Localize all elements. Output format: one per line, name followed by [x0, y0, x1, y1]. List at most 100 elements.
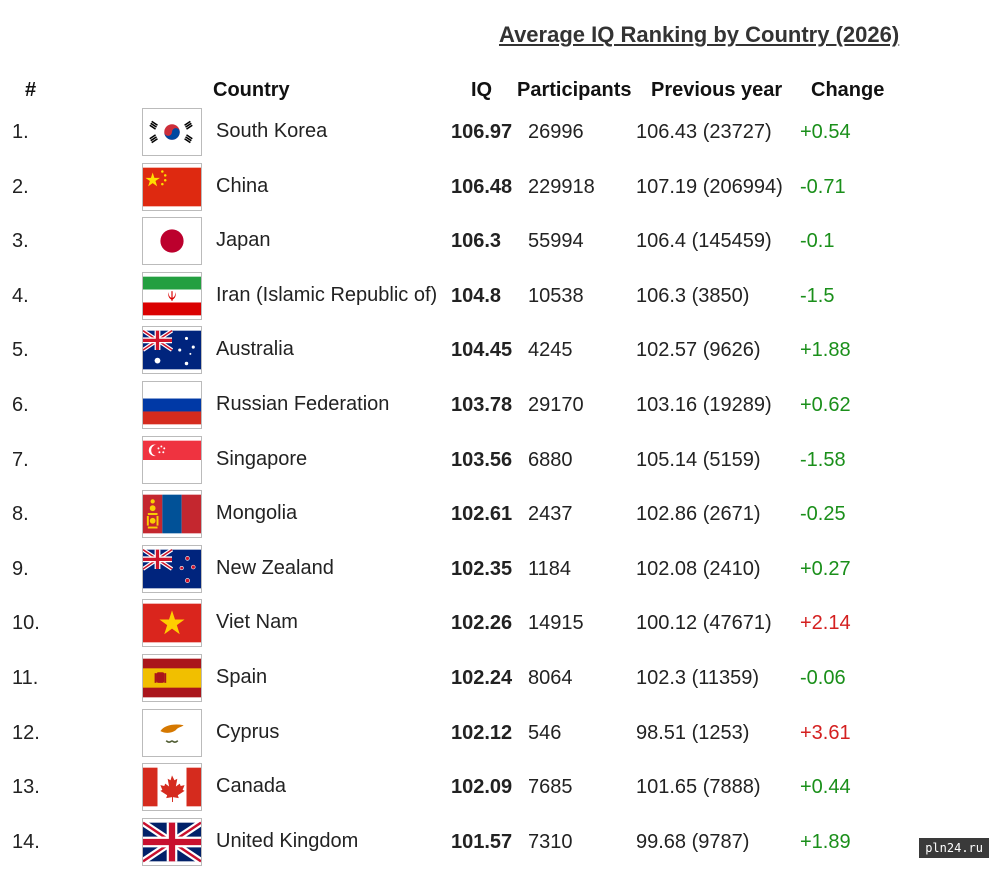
participants-value: 1184: [528, 557, 572, 580]
table-row: 3. Japan 106.3 55994 106.4 (145459) -0.1: [0, 217, 989, 275]
change-value: +0.27: [800, 557, 851, 580]
previous-year-value: 105.14 (5159): [636, 448, 761, 471]
table-row: 1. South Korea 106.97 26996 106.43 (23727) +0…: [0, 108, 989, 166]
participants-value: 546: [528, 721, 562, 744]
table-row: 4. Iran (Islamic Republic of) 104.8 10538 10…: [0, 271, 989, 330]
header-rank: #: [25, 79, 37, 101]
previous-year-value: 102.57 (9626): [636, 339, 761, 362]
page-title: Average IQ Ranking by Country (2026): [499, 22, 900, 47]
country-name: South Korea: [216, 120, 328, 142]
iq-value: 102.35: [451, 557, 513, 580]
japan-flag-icon: [142, 217, 202, 266]
iq-value: 106.97: [451, 121, 513, 143]
south-korea-flag-icon: [142, 108, 202, 156]
country-name: Cyprus: [216, 720, 280, 743]
participants-value: 26996: [528, 121, 584, 143]
country-name: New Zealand: [216, 556, 334, 579]
participants-value: 14915: [528, 612, 584, 635]
united-kingdom-flag-icon: [142, 817, 202, 866]
rank-cell: 6.: [12, 394, 29, 416]
iq-value: 102.24: [451, 667, 513, 689]
previous-year-value: 103.16 (19289): [636, 394, 772, 416]
rank-cell: 4.: [12, 284, 29, 307]
iran-flag-icon: [142, 271, 202, 320]
previous-year-value: 106.43 (23727): [636, 121, 772, 143]
previous-year-value: 101.65 (7888): [636, 776, 761, 799]
iq-value: 106.48: [451, 175, 513, 198]
participants-value: 8064: [528, 667, 573, 689]
previous-year-value: 102.3 (11359): [636, 667, 760, 689]
previous-year-value: 99.68 (9787): [636, 830, 750, 853]
participants-value: 229918: [528, 175, 595, 198]
iq-value: 103.56: [451, 448, 513, 471]
vietnam-flag-icon: [142, 599, 202, 648]
country-name: China: [216, 174, 269, 197]
participants-value: 29170: [528, 394, 584, 416]
mongolia-flag-icon: [142, 490, 202, 539]
table-row: 2. China 106.48 229918 107.19 (206994) -0.71: [0, 162, 989, 221]
table-row: 6. Russian Federation 103.78 29170 103.16 (1…: [0, 381, 989, 439]
china-flag-icon: [142, 162, 202, 211]
change-value: +1.89: [800, 830, 851, 853]
rank-cell: 5.: [12, 339, 29, 362]
change-value: +0.44: [800, 776, 851, 799]
table-row: 9. New Zealand 102.35 1184 102.08 (2410) +0.2…: [0, 544, 989, 603]
rank-cell: 14.: [12, 830, 40, 853]
new-zealand-flag-icon: [142, 544, 202, 593]
change-value: +0.54: [800, 121, 851, 143]
country-name: Spain: [216, 666, 268, 688]
rank-cell: 2.: [12, 175, 29, 198]
change-value: -0.25: [800, 503, 846, 526]
iq-value: 104.45: [451, 339, 513, 362]
previous-year-value: 107.19 (206994): [636, 175, 783, 198]
header-previous-year: Previous year: [651, 79, 783, 101]
singapore-flag-icon: [142, 435, 202, 484]
participants-value: 7310: [528, 830, 573, 853]
previous-year-value: 102.08 (2410): [636, 557, 761, 580]
header-iq: IQ: [471, 79, 493, 101]
change-value: -0.1: [800, 230, 835, 253]
rank-cell: 8.: [12, 503, 29, 526]
iq-value: 103.78: [451, 394, 513, 416]
table-row: 14. United Kingdom 101.57 7310 99.68 (9787) +…: [0, 817, 989, 876]
iq-value: 106.3: [451, 230, 502, 253]
participants-value: 4245: [528, 339, 573, 362]
change-value: -0.71: [800, 175, 846, 198]
table-row: 12. Cyprus 102.12 546 98.51 (1253) +3.61: [0, 708, 989, 767]
iq-value: 102.26: [451, 612, 513, 635]
previous-year-value: 98.51 (1253): [636, 721, 750, 744]
spain-flag-icon: [142, 654, 202, 702]
rank-cell: 11.: [12, 667, 39, 689]
change-value: -1.5: [800, 284, 835, 307]
rank-cell: 1.: [12, 121, 29, 143]
iq-value: 102.12: [451, 721, 513, 744]
cyprus-flag-icon: [142, 708, 202, 757]
previous-year-value: 102.86 (2671): [636, 503, 761, 526]
header-participants: Participants: [517, 79, 632, 101]
participants-value: 7685: [528, 776, 573, 799]
change-value: -1.58: [800, 448, 846, 471]
previous-year-value: 106.3 (3850): [636, 284, 750, 307]
country-name: Canada: [216, 775, 287, 798]
country-name: Mongolia: [216, 502, 298, 525]
rank-cell: 10.: [12, 612, 40, 635]
iq-value: 104.8: [451, 284, 502, 307]
country-name: Singapore: [216, 447, 308, 470]
change-value: +1.88: [800, 339, 851, 362]
iq-value: 102.09: [451, 776, 513, 799]
canada-flag-icon: [142, 763, 202, 812]
iq-value: 101.57: [451, 830, 513, 853]
country-name: Japan: [216, 229, 271, 252]
country-name: United Kingdom: [216, 829, 359, 852]
change-value: -0.06: [800, 667, 846, 689]
participants-value: 55994: [528, 230, 584, 253]
country-name: Russian Federation: [216, 393, 390, 415]
change-value: +0.62: [800, 394, 851, 416]
previous-year-value: 106.4 (145459): [636, 230, 772, 253]
previous-year-value: 100.12 (47671): [636, 612, 772, 635]
table-row: 7. Singapore 103.56 6880 105.14 (5159) -1.58: [0, 435, 989, 494]
change-value: +3.61: [800, 721, 851, 744]
table-row: 8. Mongolia 102.61 2437 102.86 (2671) -0.25: [0, 490, 989, 548]
participants-value: 6880: [528, 448, 573, 471]
australia-flag-icon: [142, 326, 202, 375]
